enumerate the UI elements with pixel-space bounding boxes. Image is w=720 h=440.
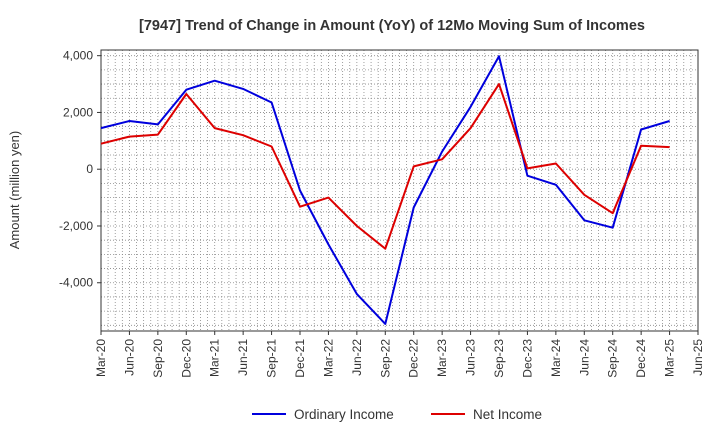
- x-tick-label: Mar-23: [435, 339, 449, 377]
- x-tick-label: Dec-22: [407, 339, 421, 378]
- x-tick-label: Dec-24: [634, 339, 648, 378]
- legend-label-ordinary-income: Ordinary Income: [294, 407, 394, 422]
- legend-label-net-income: Net Income: [473, 407, 542, 422]
- x-tick-label: Sep-21: [265, 339, 279, 378]
- x-tick-label: Sep-23: [492, 339, 506, 378]
- grid-lines: [101, 50, 698, 331]
- x-tick-label: Mar-21: [208, 339, 222, 377]
- x-tick-label: Mar-22: [321, 339, 335, 377]
- x-tick-label: Dec-21: [293, 339, 307, 378]
- x-tick-label: Mar-20: [94, 339, 108, 377]
- series-layer: [100, 55, 670, 325]
- chart-title: [7947] Trend of Change in Amount (YoY) o…: [139, 18, 645, 34]
- y-tick-label: -4,000: [59, 276, 93, 290]
- x-tick-label: Sep-20: [151, 339, 165, 378]
- x-tick-label: Jun-22: [350, 339, 364, 376]
- series-line-ordinary-income: [100, 55, 670, 325]
- y-tick-label: -2,000: [59, 219, 93, 233]
- y-tick-label: 4,000: [63, 49, 93, 63]
- plot-area: [100, 49, 699, 332]
- x-tick-label: Dec-20: [179, 339, 193, 378]
- x-tick-label: Mar-25: [663, 339, 677, 377]
- series-line-net-income: [100, 83, 670, 250]
- x-tick-label: Sep-24: [606, 339, 620, 378]
- x-tick-label: Jun-23: [464, 339, 478, 376]
- y-tick-label: 0: [86, 162, 93, 176]
- y-axis-label: Amount (million yen): [7, 131, 22, 250]
- x-tick-label: Mar-24: [549, 339, 563, 377]
- y-axis: 4,000 2,000 0 -2,000 -4,000: [59, 49, 101, 290]
- legend: Ordinary Income Net Income: [252, 407, 542, 422]
- x-tick-label: Jun-25: [691, 339, 705, 376]
- x-tick-label: Dec-23: [520, 339, 534, 378]
- y-tick-label: 2,000: [63, 105, 93, 119]
- x-axis: Mar-20 Jun-20 Sep-20 Dec-20 Mar-21 Jun-21 Sep-…: [94, 331, 705, 378]
- x-tick-label: Sep-22: [378, 339, 392, 378]
- x-tick-label: Jun-24: [577, 339, 591, 376]
- x-tick-label: Jun-20: [122, 339, 136, 376]
- x-tick-label: Jun-21: [236, 339, 250, 376]
